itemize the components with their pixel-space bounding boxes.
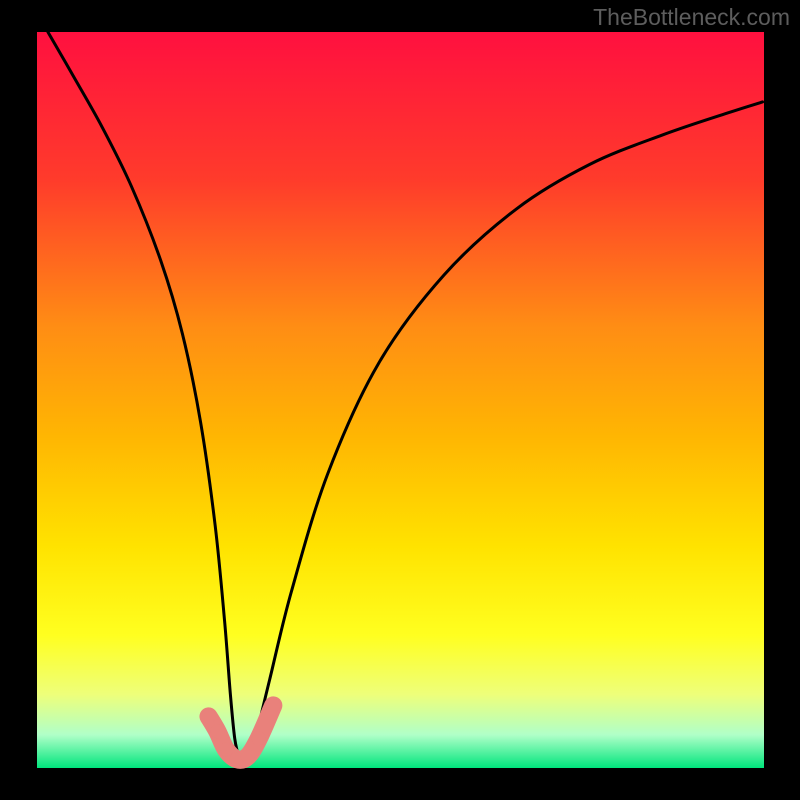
- dip-marker: [219, 743, 233, 757]
- gradient-plot-area: [37, 32, 764, 768]
- dip-marker: [241, 749, 255, 763]
- chart-svg: [0, 0, 800, 800]
- dip-marker: [202, 709, 216, 723]
- dip-marker: [266, 698, 280, 712]
- chart-stage: TheBottleneck.com: [0, 0, 800, 800]
- dip-marker: [252, 732, 266, 746]
- dip-marker: [210, 724, 224, 738]
